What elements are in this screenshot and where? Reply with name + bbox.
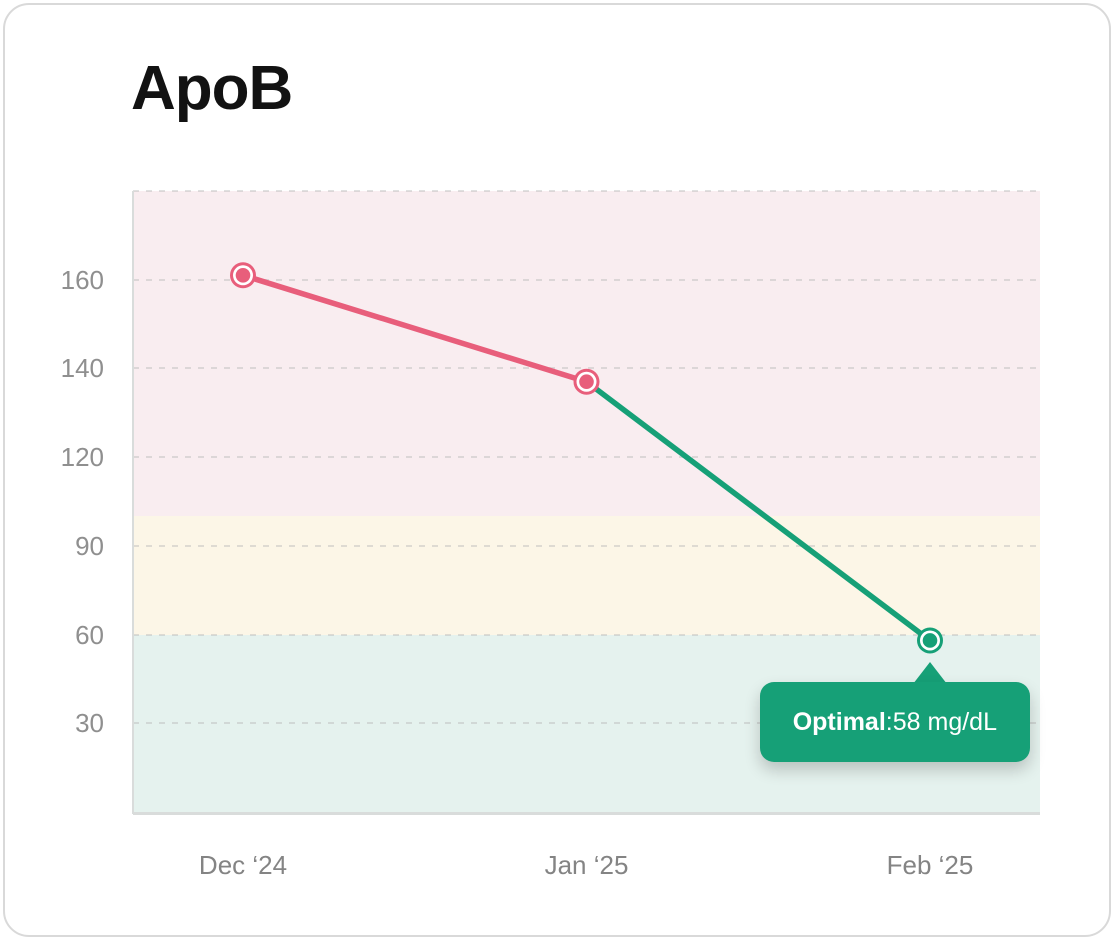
x-tick-label: Jan ‘25 bbox=[544, 850, 629, 880]
optimal-tooltip: Optimal: 58 mg/dL bbox=[759, 682, 1030, 763]
data-point-circle bbox=[579, 374, 594, 390]
tooltip-label: Optimal bbox=[792, 707, 886, 736]
tooltip-separator: : bbox=[885, 707, 893, 736]
gridline bbox=[133, 367, 1040, 370]
data-point[interactable] bbox=[573, 368, 600, 395]
y-tick-label: 120 bbox=[60, 442, 104, 473]
gridline bbox=[133, 633, 1040, 636]
x-tick-label: Dec ‘24 bbox=[198, 850, 288, 880]
gridline bbox=[133, 278, 1040, 281]
trend-line-segment bbox=[583, 378, 933, 644]
gridline bbox=[133, 722, 1040, 725]
y-tick-label: 140 bbox=[60, 353, 104, 384]
y-tick-label: 160 bbox=[60, 264, 104, 295]
x-tick-label: Feb ‘25 bbox=[886, 850, 974, 880]
y-tick-label: 30 bbox=[75, 708, 104, 739]
y-tick-label: 90 bbox=[75, 530, 104, 561]
x-axis-line bbox=[133, 812, 1040, 815]
gridline bbox=[133, 456, 1040, 459]
y-axis-line bbox=[132, 191, 134, 814]
gridline bbox=[133, 544, 1040, 547]
trend-line-segment bbox=[240, 272, 590, 385]
range-band bbox=[133, 191, 1040, 517]
chart-title: ApoB bbox=[131, 54, 293, 123]
y-tick-label: 60 bbox=[75, 619, 104, 650]
data-point[interactable] bbox=[917, 627, 943, 654]
tooltip-value: 58 mg/dL bbox=[892, 707, 997, 736]
tooltip-caret bbox=[913, 662, 947, 685]
data-point-circle bbox=[922, 633, 938, 648]
data-point-circle bbox=[235, 267, 251, 283]
gridline bbox=[133, 190, 1040, 192]
range-band bbox=[133, 516, 1040, 635]
data-point[interactable] bbox=[230, 262, 256, 289]
